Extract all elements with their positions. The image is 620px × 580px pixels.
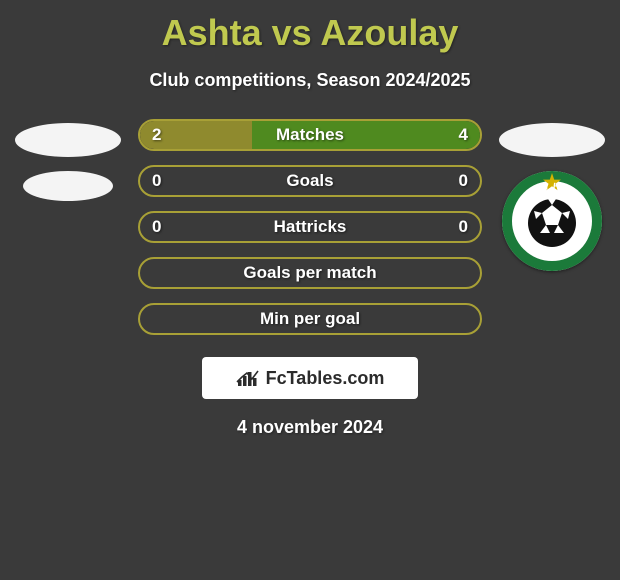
stat-label: Hattricks (140, 217, 480, 237)
stat-row-matches: 24Matches (138, 119, 482, 151)
stat-rows: 24Matches 00Goals 00Hattricks Goals per mat… (138, 119, 482, 335)
player1-photo-placeholder (15, 123, 121, 157)
stat-row-goals: 00Goals (138, 165, 482, 197)
stat-row-hattricks: 00Hattricks (138, 211, 482, 243)
player1-club-placeholder (23, 171, 113, 201)
page-title: Ashta vs Azoulay (0, 0, 620, 54)
stat-label: Goals per match (140, 263, 480, 283)
stats-area: 24Matches 00Goals 00Hattricks Goals per mat… (0, 119, 620, 335)
stat-row-goals-per-match: Goals per match (138, 257, 482, 289)
bar-chart-icon (236, 368, 260, 388)
subtitle: Club competitions, Season 2024/2025 (0, 70, 620, 91)
branding-badge: FcTables.com (202, 357, 418, 399)
stat-label: Min per goal (140, 309, 480, 329)
date-line: 4 november 2024 (0, 417, 620, 438)
player1-col (8, 119, 128, 201)
maccabi-haifa-icon: MACCABI HAIFA F.C (502, 171, 602, 271)
player2-club-logo: MACCABI HAIFA F.C (502, 171, 602, 271)
stat-label: Goals (140, 171, 480, 191)
stat-label: Matches (140, 125, 480, 145)
stat-row-min-per-goal: Min per goal (138, 303, 482, 335)
player2-photo-placeholder (499, 123, 605, 157)
player2-col: MACCABI HAIFA F.C (492, 119, 612, 271)
branding-text: FcTables.com (266, 368, 385, 389)
